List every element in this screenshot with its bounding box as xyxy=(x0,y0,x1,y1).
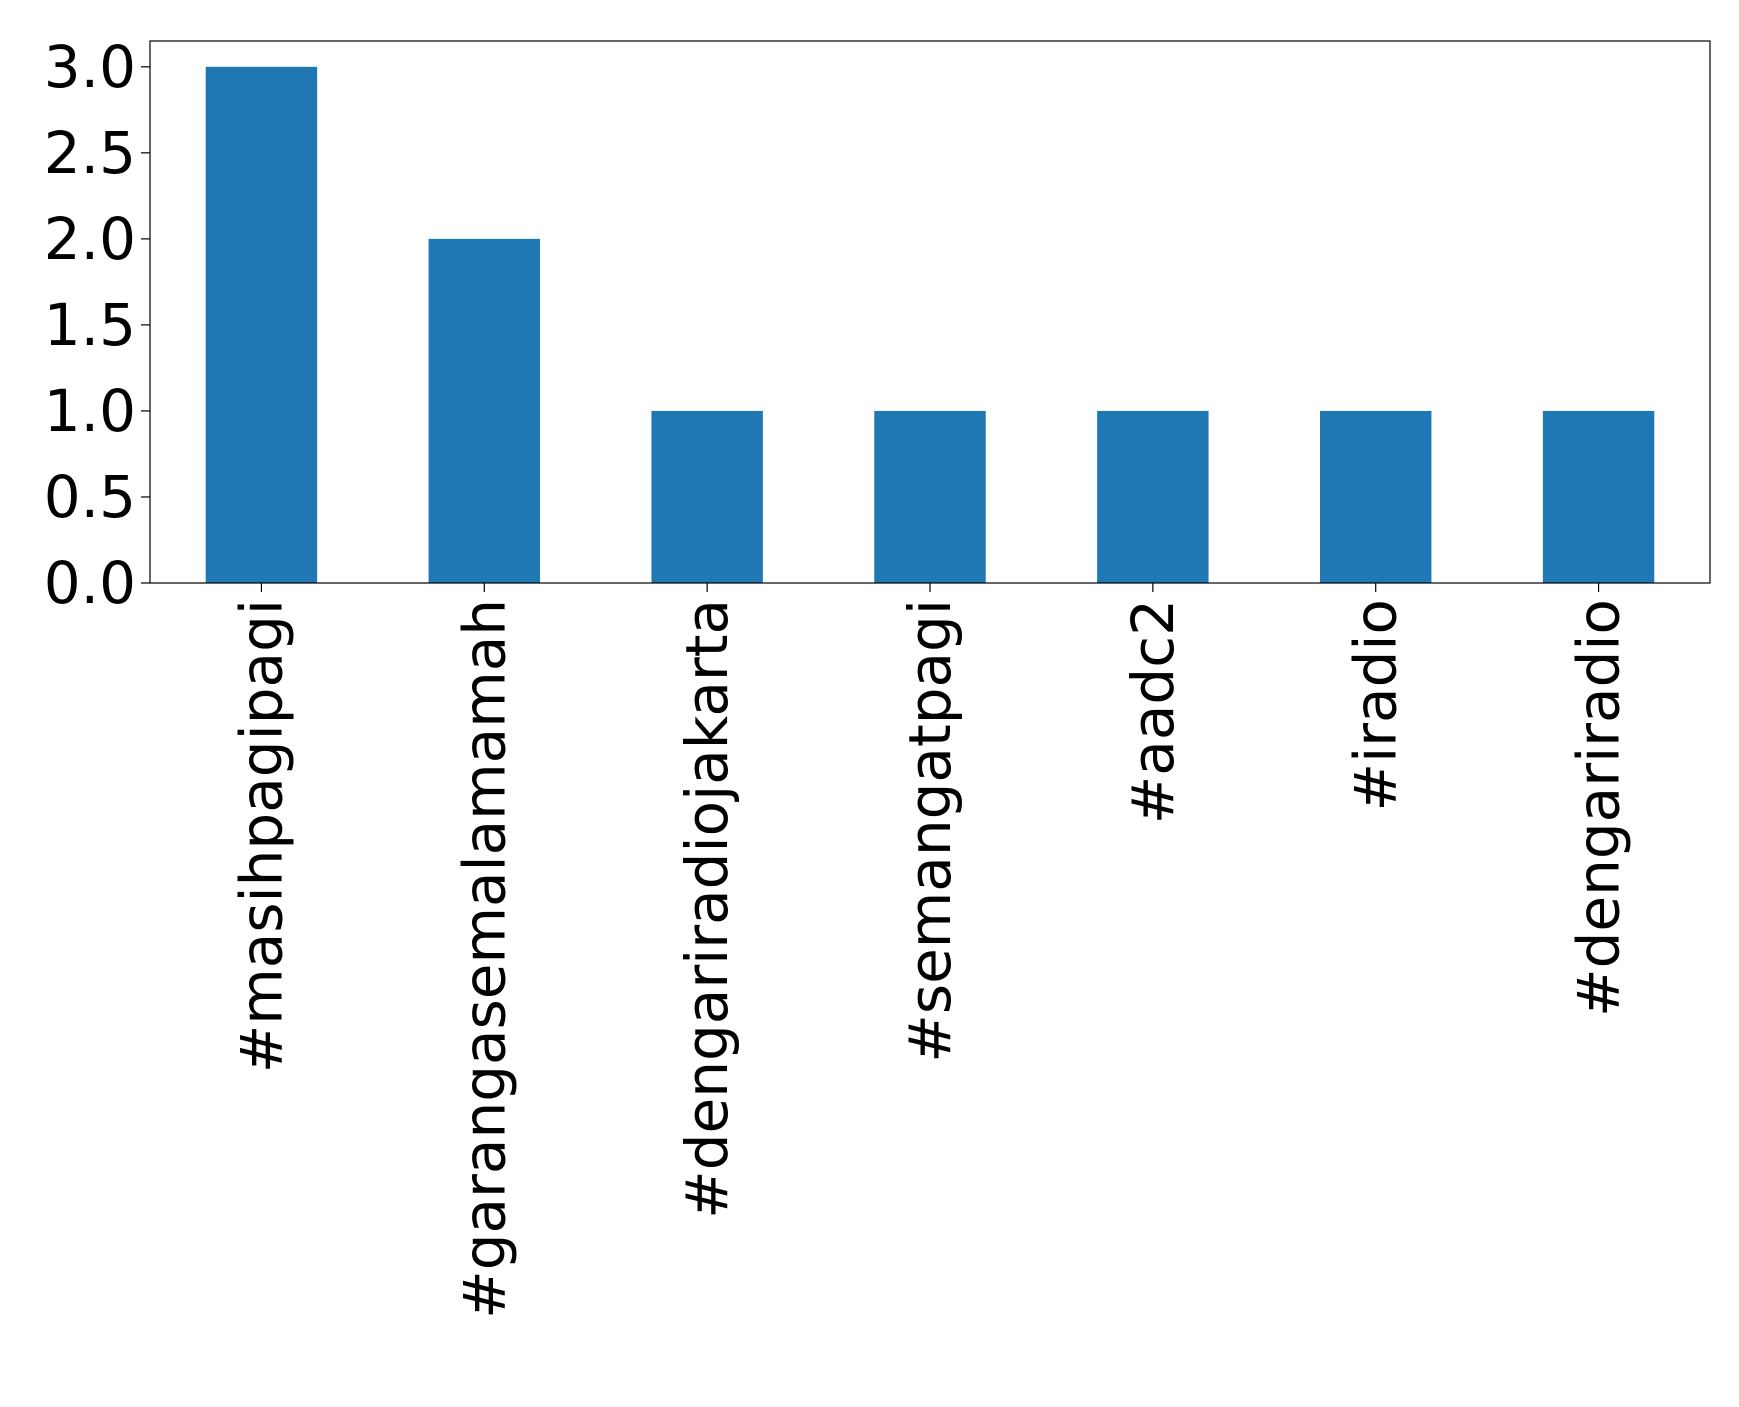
x-tick-label: #dengariradiojakarta xyxy=(673,599,741,1219)
bar-dengariradiojakarta xyxy=(651,410,763,583)
bar-masihpagipagi xyxy=(205,66,318,584)
bar-aadc2 xyxy=(1097,410,1209,583)
bar-iradio xyxy=(1320,410,1432,583)
y-tick-label: 0.5 xyxy=(44,463,136,531)
bar-semangatpagi xyxy=(874,410,986,583)
y-tick-label: 3.0 xyxy=(44,33,136,101)
y-axis-ticks: 0.0 0.5 1.0 1.5 2.0 2.5 3.0 xyxy=(44,33,150,617)
x-tick-label: #masihpagipagi xyxy=(227,599,295,1073)
x-tick-label: #garangasemalamamah xyxy=(450,599,518,1319)
y-tick-label: 0.0 xyxy=(44,549,136,617)
bars-layer xyxy=(205,66,1655,584)
y-tick-label: 2.0 xyxy=(44,205,136,273)
bar-dengariradio xyxy=(1542,410,1655,583)
x-tick-label: #semangatpagi xyxy=(896,599,964,1063)
x-tick-label: #iradio xyxy=(1342,599,1410,812)
y-tick-label: 1.5 xyxy=(44,291,136,359)
bar-garangasemalamamah xyxy=(428,238,540,583)
x-axis-ticks: #masihpagipagi #garangasemalamamah #dengar… xyxy=(227,583,1633,1319)
y-tick-label: 2.5 xyxy=(44,119,136,187)
x-tick-label: #dengariradio xyxy=(1565,599,1633,1017)
x-tick-label: #aadc2 xyxy=(1119,599,1187,824)
y-tick-label: 1.0 xyxy=(44,377,136,445)
